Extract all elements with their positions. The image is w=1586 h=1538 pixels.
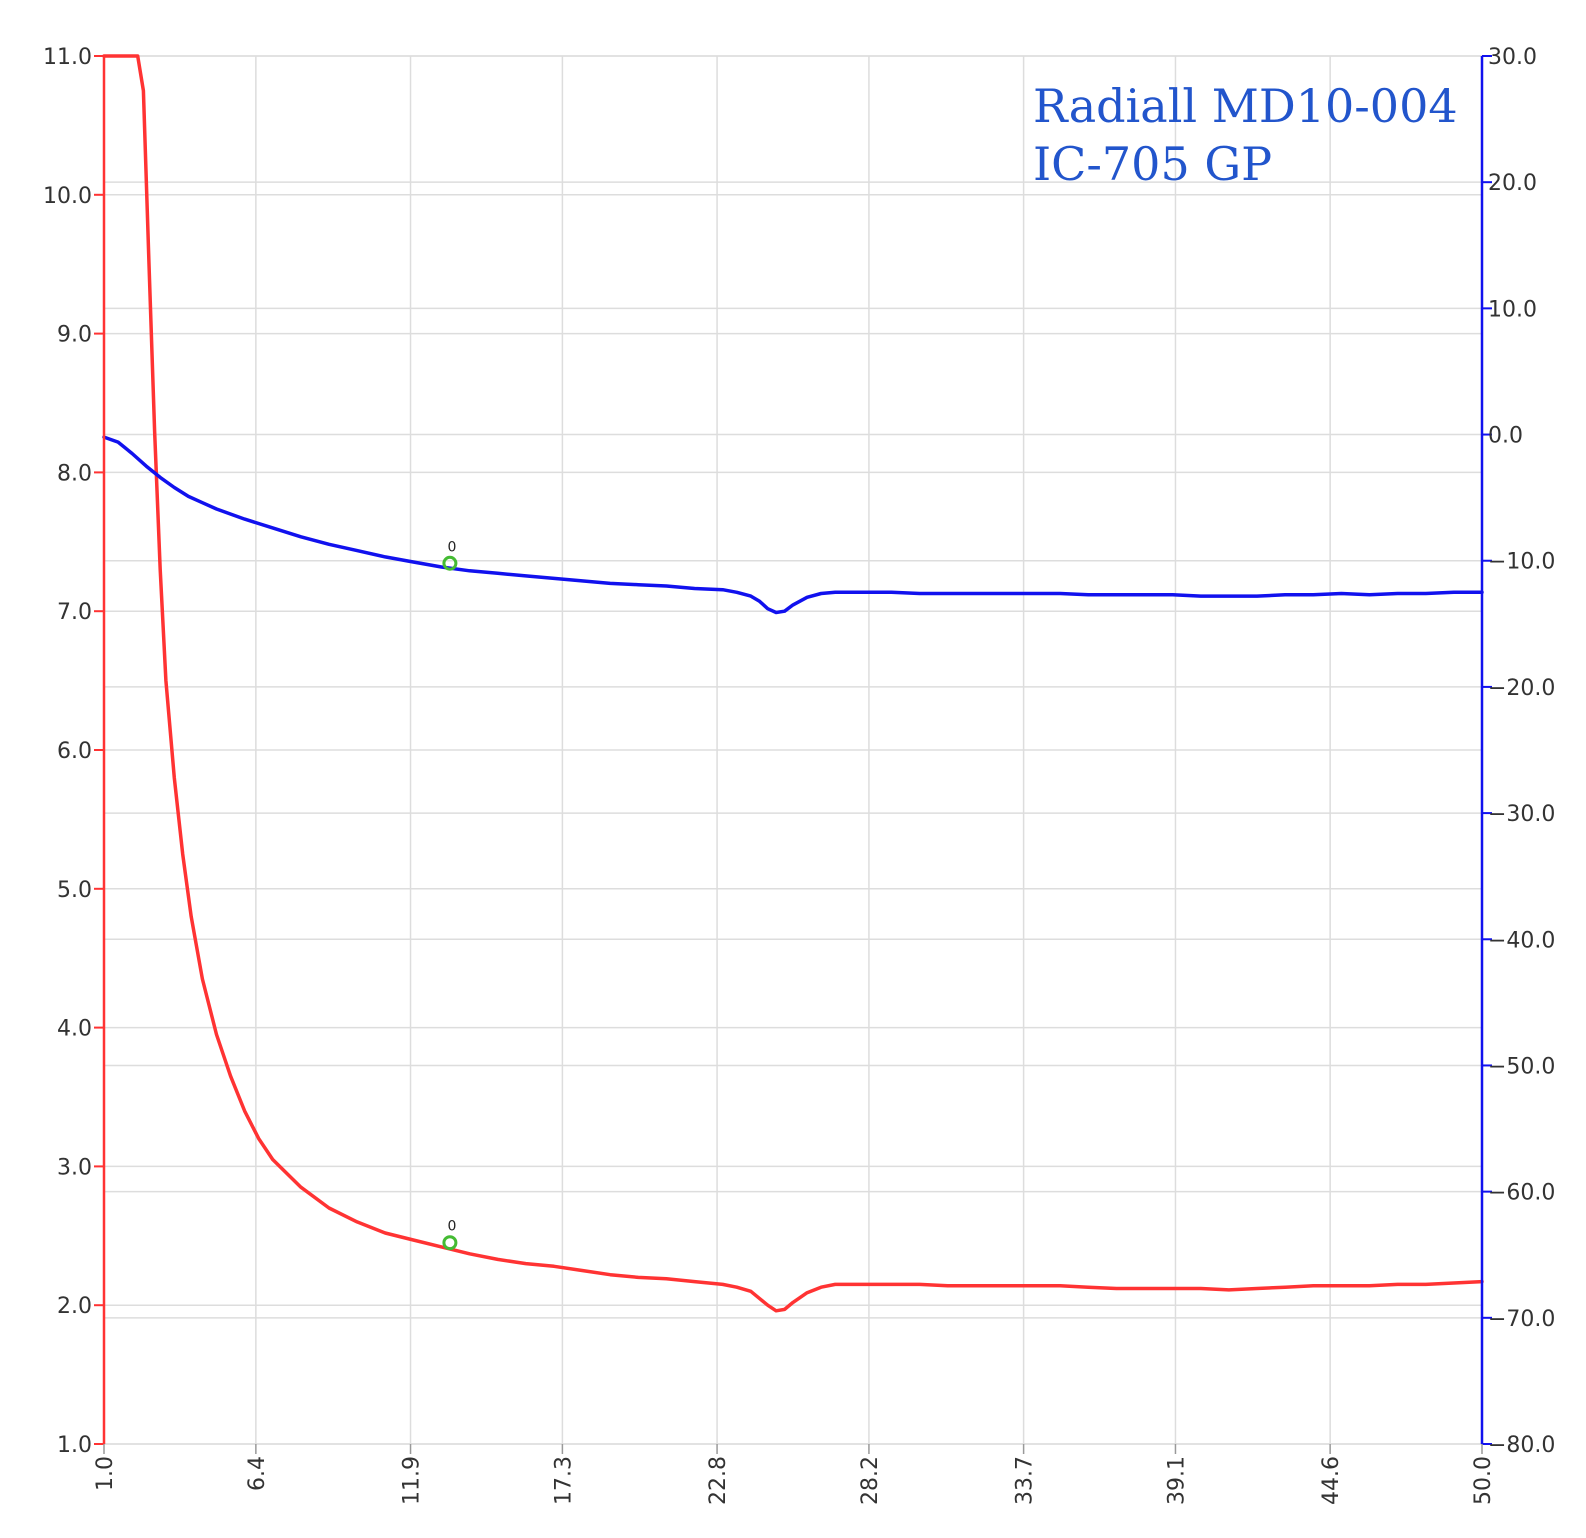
y-left-tick-label-0: 1.0 <box>57 1433 92 1458</box>
x-tick-label-4: 22.8 <box>706 1456 731 1505</box>
x-axis-ticks: 1.0 6.4 11.9 17.3 22.8 28.2 33.7 39.1 44.6 50.0 <box>93 1444 1496 1505</box>
y-right-tick-label-2: 10.0 <box>1488 297 1537 322</box>
x-tick-label-2: 11.9 <box>400 1456 425 1505</box>
x-tick-label-7: 39.1 <box>1164 1456 1189 1505</box>
right-axis-ticks: 30.0 20.0 10.0 0.0 −10.0 −20.0 −30.0 −40.0 −50.0… <box>1482 45 1555 1458</box>
y-right-tick-label-6: −30.0 <box>1488 802 1555 827</box>
left-axis-ticks: 1.0 2.0 3.0 4.0 5.0 6.0 7.0 8.0 9.0 10.0 11.0 <box>43 45 104 1458</box>
y-right-tick-label-0: 30.0 <box>1488 45 1537 70</box>
y-right-tick-label-5: −20.0 <box>1488 676 1555 701</box>
chart-title: Radiall MD10-004 IC-705 GP <box>1033 79 1458 191</box>
series-layer <box>102 54 1484 1313</box>
y-left-tick-label-2: 3.0 <box>57 1155 92 1180</box>
title-line-1: Radiall MD10-004 <box>1033 79 1458 133</box>
y-left-tick-label-5: 6.0 <box>57 739 92 764</box>
y-right-tick-label-9: −60.0 <box>1488 1181 1555 1206</box>
series-line-left <box>102 54 1484 1313</box>
y-right-tick-label-7: −40.0 <box>1488 928 1555 953</box>
y-left-tick-label-8: 9.0 <box>57 323 92 348</box>
marker-label-right: 0 <box>447 539 456 555</box>
series-line-right <box>102 435 1484 615</box>
x-tick-label-3: 17.3 <box>551 1456 576 1505</box>
markers: 00 <box>442 539 458 1251</box>
marker-left <box>442 1235 458 1251</box>
y-right-tick-label-4: −10.0 <box>1488 550 1555 575</box>
x-tick-label-6: 33.7 <box>1013 1456 1038 1505</box>
y-left-tick-label-6: 7.0 <box>57 600 92 625</box>
y-left-tick-label-3: 4.0 <box>57 1017 92 1042</box>
title-line-2: IC-705 GP <box>1033 137 1272 191</box>
marker-right <box>442 555 458 571</box>
y-left-tick-label-9: 10.0 <box>43 184 92 209</box>
x-tick-label-9: 50.0 <box>1471 1456 1496 1505</box>
grid <box>103 55 1483 1445</box>
x-tick-label-5: 28.2 <box>858 1456 883 1505</box>
marker-label-left: 0 <box>447 1219 456 1235</box>
y-left-tick-label-1: 2.0 <box>57 1294 92 1319</box>
y-left-tick-label-4: 5.0 <box>57 878 92 903</box>
y-right-tick-label-3: 0.0 <box>1488 424 1523 449</box>
x-tick-label-1: 6.4 <box>245 1456 270 1491</box>
x-tick-label-0: 1.0 <box>93 1456 118 1491</box>
y-right-tick-label-11: −80.0 <box>1488 1433 1555 1458</box>
y-right-tick-label-8: −50.0 <box>1488 1054 1555 1079</box>
y-right-tick-label-10: −70.0 <box>1488 1307 1555 1332</box>
x-tick-label-8: 44.6 <box>1319 1456 1344 1505</box>
y-left-tick-label-10: 11.0 <box>43 45 92 70</box>
y-right-tick-label-1: 20.0 <box>1488 171 1537 196</box>
y-left-tick-label-7: 8.0 <box>57 461 92 486</box>
